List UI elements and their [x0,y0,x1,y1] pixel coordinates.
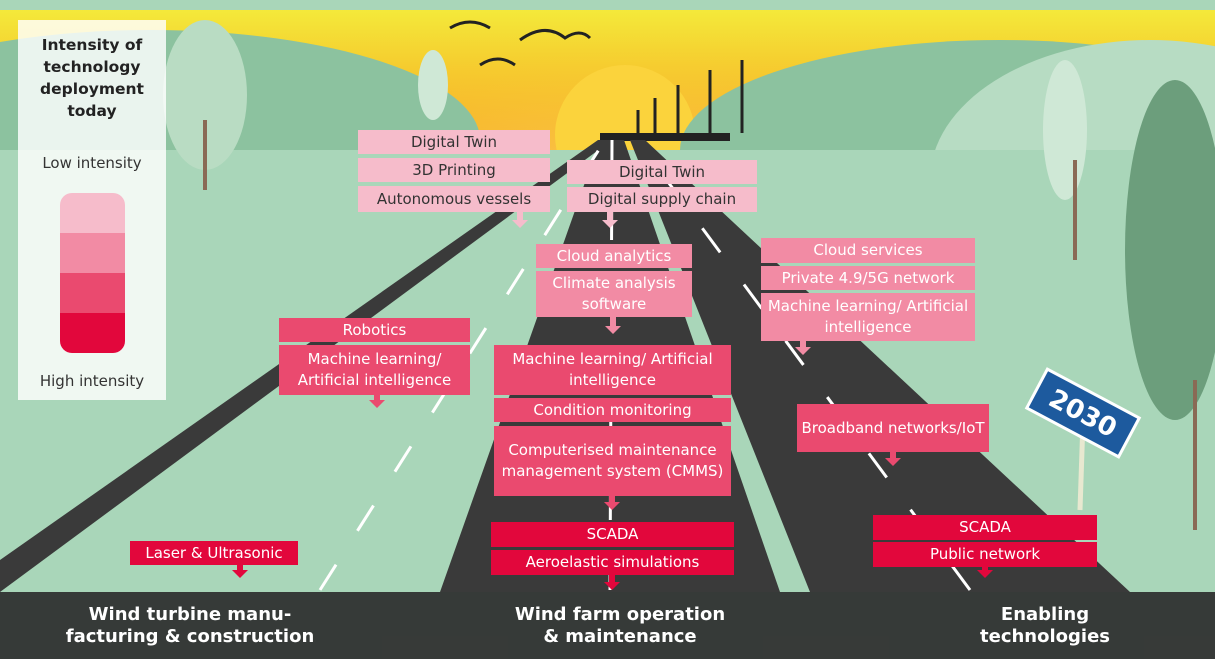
page: 2030 Intensity of technology deployment … [0,0,1215,659]
technology-box: Machine learning/ Artificial intelligenc… [279,345,470,395]
technology-box: Laser & Ultrasonic [130,541,298,565]
legend-swatch-step [60,193,125,233]
legend-low: Low intensity [18,154,166,172]
technology-box: Autonomous vessels [358,186,550,212]
technology-box: 3D Printing [358,158,550,182]
technology-box: Digital supply chain [567,187,757,212]
legend-swatch-step [60,273,125,313]
technology-box: Condition monitoring [494,398,731,422]
technology-box: Digital Twin [567,160,757,184]
technology-box: SCADA [873,515,1097,540]
scenery [1043,60,1087,200]
technology-box: Private 4.9/5G network [761,266,975,290]
legend: Intensity of technology deployment today… [18,20,166,400]
technology-box: SCADA [491,522,734,547]
technology-box: Robotics [279,318,470,342]
technology-box: Broadband networks/IoT [797,404,989,452]
technology-box: Digital Twin [358,130,550,154]
scenery [418,50,448,120]
legend-swatch-step [60,233,125,273]
legend-swatch [60,193,125,353]
technology-box: Aeroelastic simulations [491,550,734,575]
technology-box: Public network [873,542,1097,567]
technology-box: Computerised maintenance management syst… [494,426,731,496]
legend-swatch-step [60,313,125,353]
road-label: Wind turbine manu- facturing & construct… [40,604,340,648]
technology-box: Machine learning/ Artificial intelligenc… [494,345,731,395]
technology-box: Climate analysis software [536,271,692,317]
legend-title: Intensity of technology deployment today [18,34,166,122]
technology-box: Cloud services [761,238,975,263]
road-label: Wind farm operation & maintenance [470,604,770,648]
road-label: Enabling technologies [895,604,1195,648]
legend-high: High intensity [18,372,166,390]
scenery [600,133,730,141]
technology-box: Cloud analytics [536,244,692,268]
technology-box: Machine learning/ Artificial intelligenc… [761,293,975,341]
